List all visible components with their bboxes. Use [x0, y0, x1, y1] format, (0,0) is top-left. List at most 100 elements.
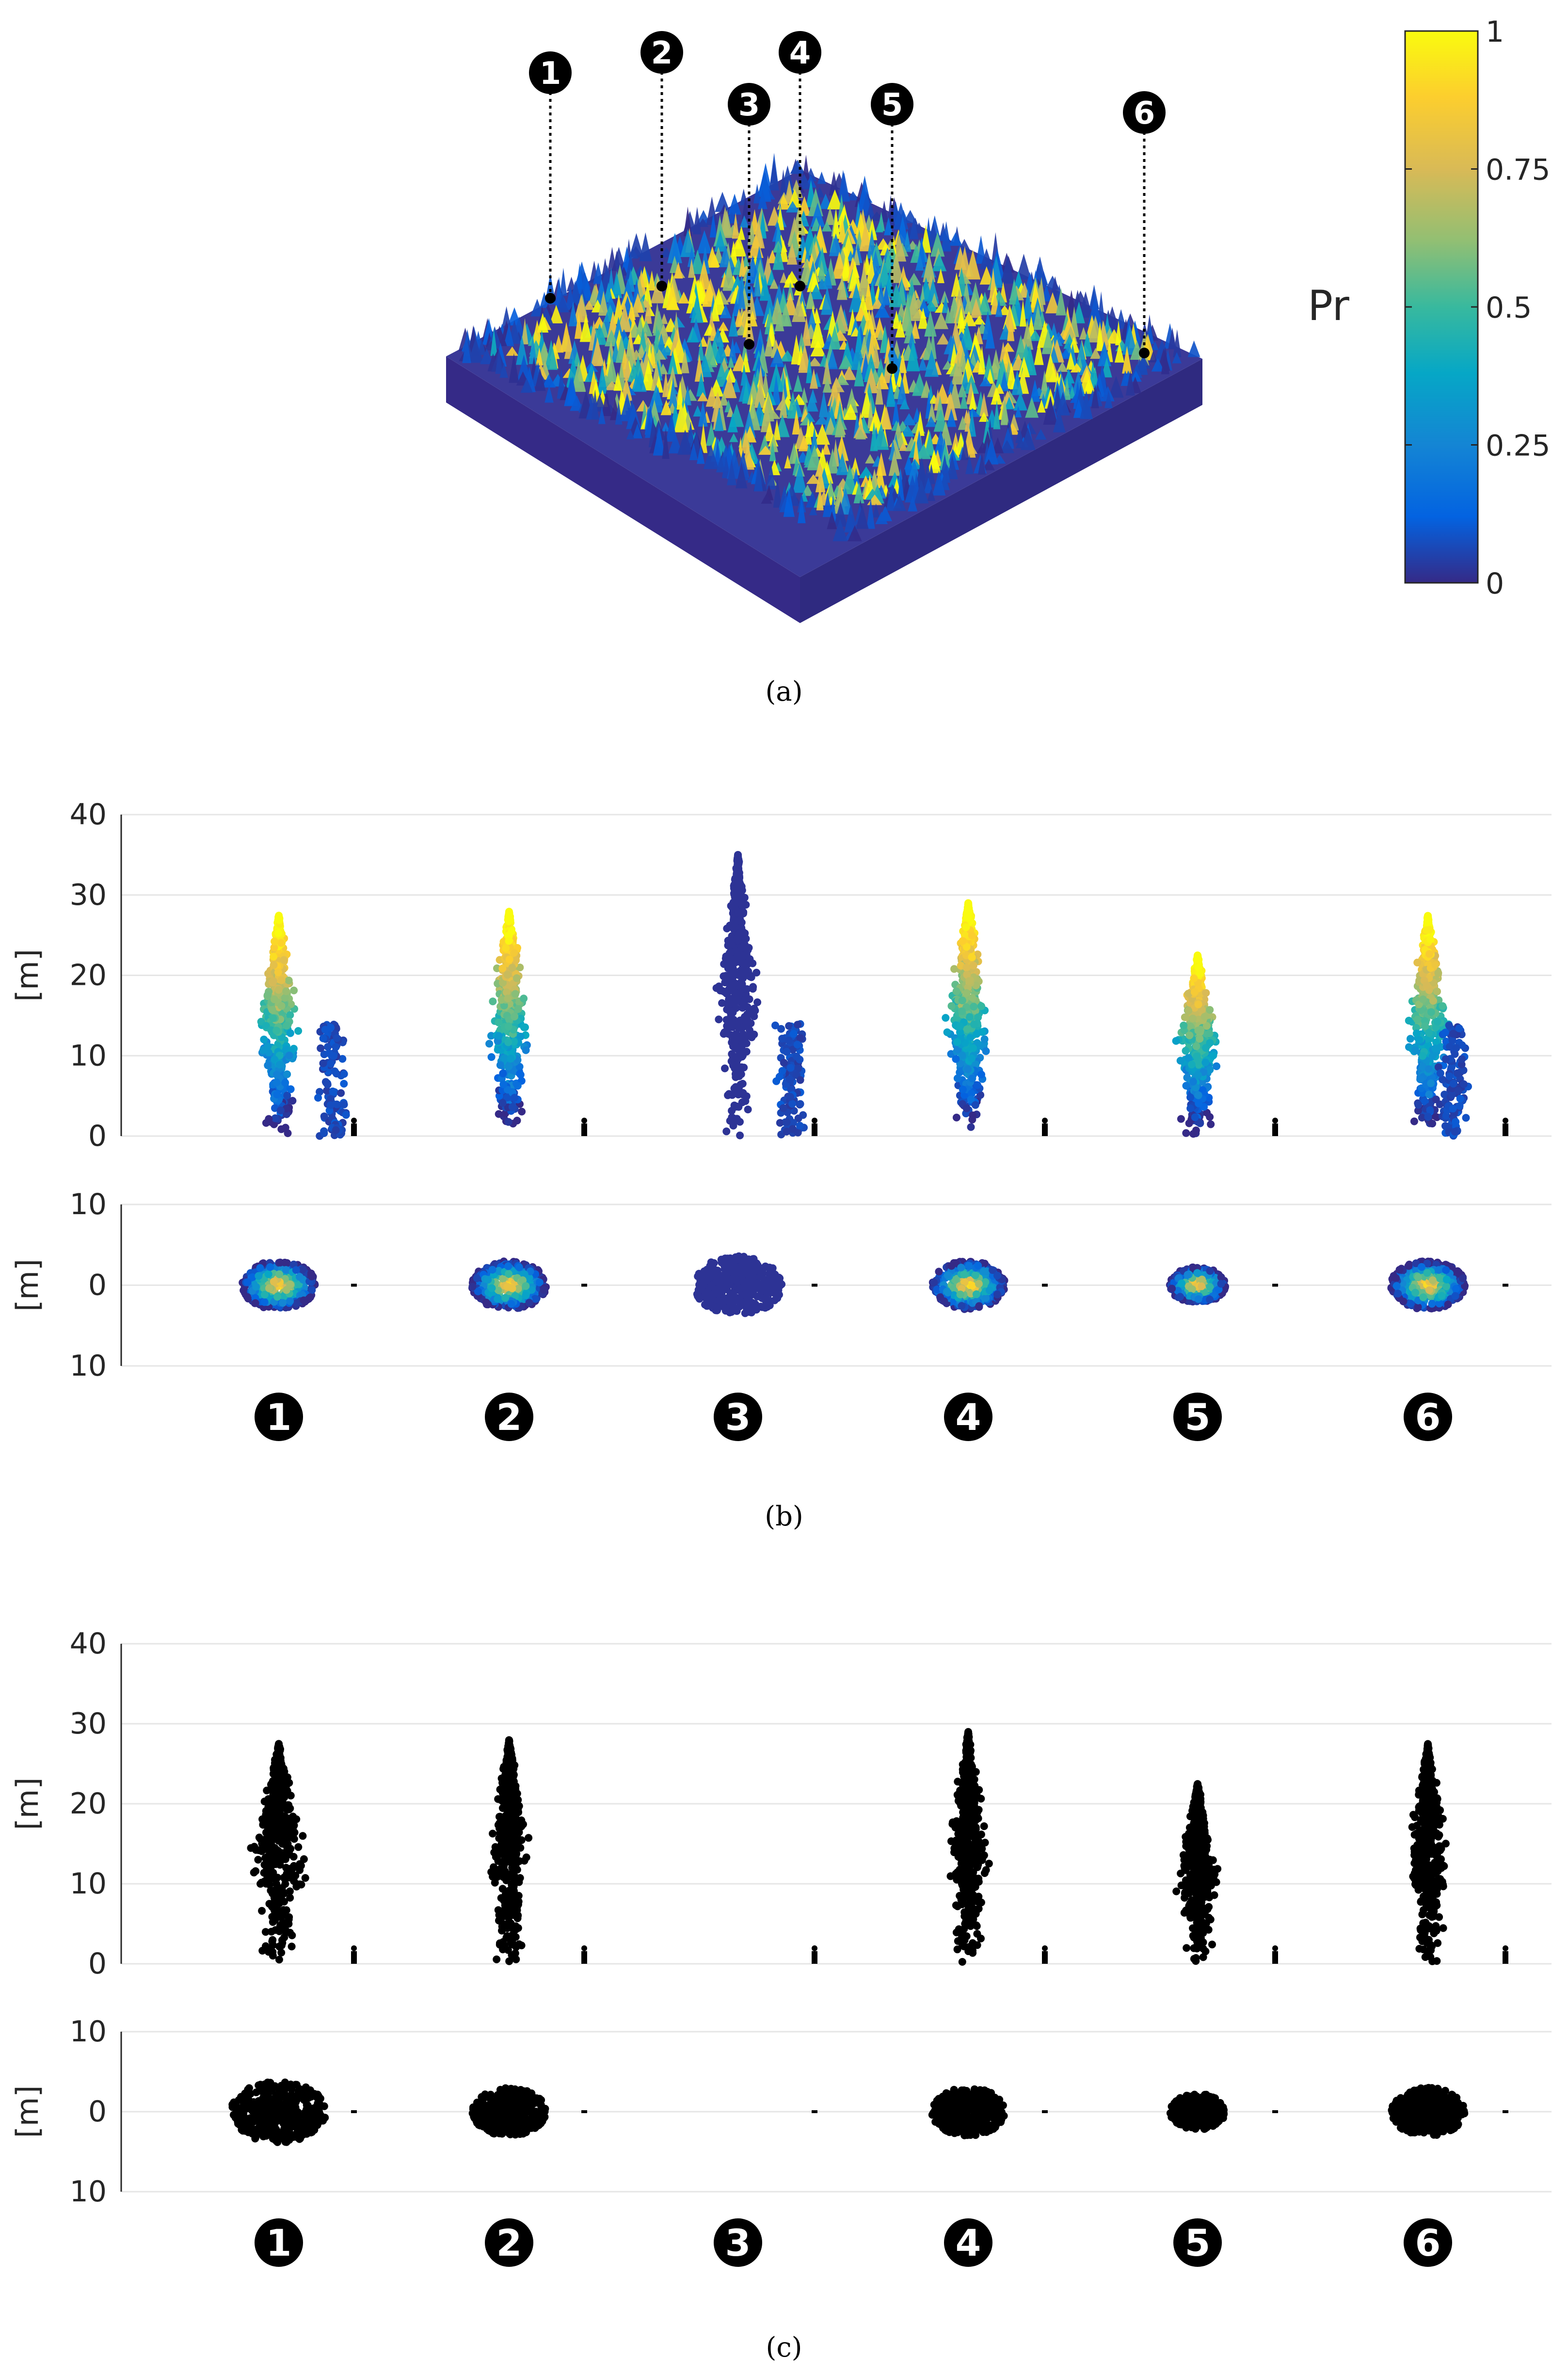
cloud-crown	[875, 376, 883, 405]
cloud-crown	[784, 274, 795, 288]
cloud-crown	[809, 369, 818, 389]
cloud-crown	[866, 254, 876, 284]
point	[505, 1062, 513, 1071]
point	[274, 968, 282, 977]
point	[265, 1115, 273, 1123]
cloud-crown	[648, 270, 656, 291]
point	[243, 1278, 252, 1286]
point	[796, 1100, 804, 1108]
cloud-crown	[720, 204, 729, 214]
point	[723, 1256, 731, 1265]
cloud-crown	[1096, 321, 1104, 352]
point	[749, 959, 757, 967]
point	[740, 1032, 748, 1041]
cloud-crown	[810, 317, 825, 348]
y-tick-label: 10	[70, 1039, 107, 1073]
cloud-crown	[1019, 300, 1026, 327]
point	[287, 1085, 295, 1093]
cloud-crown	[732, 212, 739, 239]
cloud-crown	[544, 385, 554, 403]
cloud-crown	[762, 370, 769, 396]
point	[503, 971, 512, 979]
point	[793, 1041, 801, 1049]
cloud-crown	[918, 357, 928, 371]
cloud-crown	[1083, 379, 1094, 394]
point	[759, 1280, 768, 1288]
point	[520, 995, 528, 1003]
cloud-crown	[1057, 361, 1068, 372]
point	[726, 1008, 734, 1016]
point	[264, 1042, 272, 1050]
point	[282, 1266, 290, 1274]
point	[333, 1034, 341, 1042]
colorbar-tick-label: 1	[1486, 15, 1504, 49]
cloud-crown	[792, 296, 806, 322]
pin-dot	[744, 339, 754, 350]
cloud-crown	[941, 221, 952, 252]
cloud-crown	[874, 303, 890, 318]
cloud-crown	[970, 298, 982, 318]
cloud-crown	[816, 278, 828, 289]
point	[505, 917, 513, 926]
cloud-crown	[742, 380, 751, 404]
point	[786, 1093, 795, 1101]
cloud-crown	[1000, 370, 1009, 391]
point	[722, 972, 730, 980]
cloud-crown	[724, 367, 737, 383]
y-axis-label: [m]	[10, 949, 45, 1002]
cloud-crown	[1078, 291, 1093, 318]
cloud-crown	[859, 288, 867, 301]
point	[508, 1103, 516, 1111]
cloud-crown	[807, 357, 822, 367]
cloud-crown	[1104, 390, 1113, 408]
point	[340, 1080, 348, 1088]
cloud-crown	[1125, 370, 1135, 396]
cloud-crown	[979, 266, 993, 285]
colorbar-tick-label: 0.25	[1486, 429, 1551, 463]
point	[733, 1115, 741, 1123]
point	[498, 1099, 507, 1107]
cloud-crown	[829, 233, 843, 257]
cloud-crown	[650, 278, 666, 304]
cloud-crown	[895, 319, 905, 337]
point	[295, 1273, 304, 1281]
point	[270, 977, 277, 985]
cloud-crown	[732, 378, 740, 392]
point	[713, 1305, 721, 1314]
point	[286, 1029, 294, 1037]
point	[733, 1035, 741, 1043]
cloud-crown	[852, 247, 860, 265]
cloud-crown	[1048, 333, 1063, 346]
point	[744, 1106, 752, 1114]
point	[283, 1070, 291, 1078]
point	[796, 1034, 804, 1042]
point	[286, 1011, 294, 1019]
cloud-crown	[785, 201, 800, 213]
cloud-crown	[1007, 310, 1015, 341]
cloud-crown	[687, 246, 696, 267]
cloud-crown	[809, 284, 824, 300]
point	[735, 1103, 743, 1111]
cloud-crown	[1004, 396, 1014, 410]
point	[505, 910, 513, 918]
person-scale-icon	[351, 1123, 357, 1136]
point	[329, 1088, 337, 1095]
cloud-crown	[885, 268, 894, 298]
cloud-crown	[542, 374, 556, 388]
cloud-crown	[662, 370, 670, 397]
point	[512, 974, 521, 982]
point	[731, 957, 739, 965]
point	[693, 1290, 701, 1298]
cloud-crown	[608, 247, 617, 271]
cloud-crown	[1056, 288, 1066, 316]
point	[271, 937, 279, 946]
cloud-crown	[875, 222, 883, 233]
point	[943, 1028, 951, 1036]
cloud-crown	[842, 366, 857, 380]
cloud-crown	[1122, 346, 1132, 374]
cloud-crown	[1173, 329, 1182, 357]
point	[504, 1038, 512, 1046]
cloud-crown	[556, 294, 569, 313]
point	[511, 990, 519, 998]
cloud-crown	[714, 362, 729, 387]
